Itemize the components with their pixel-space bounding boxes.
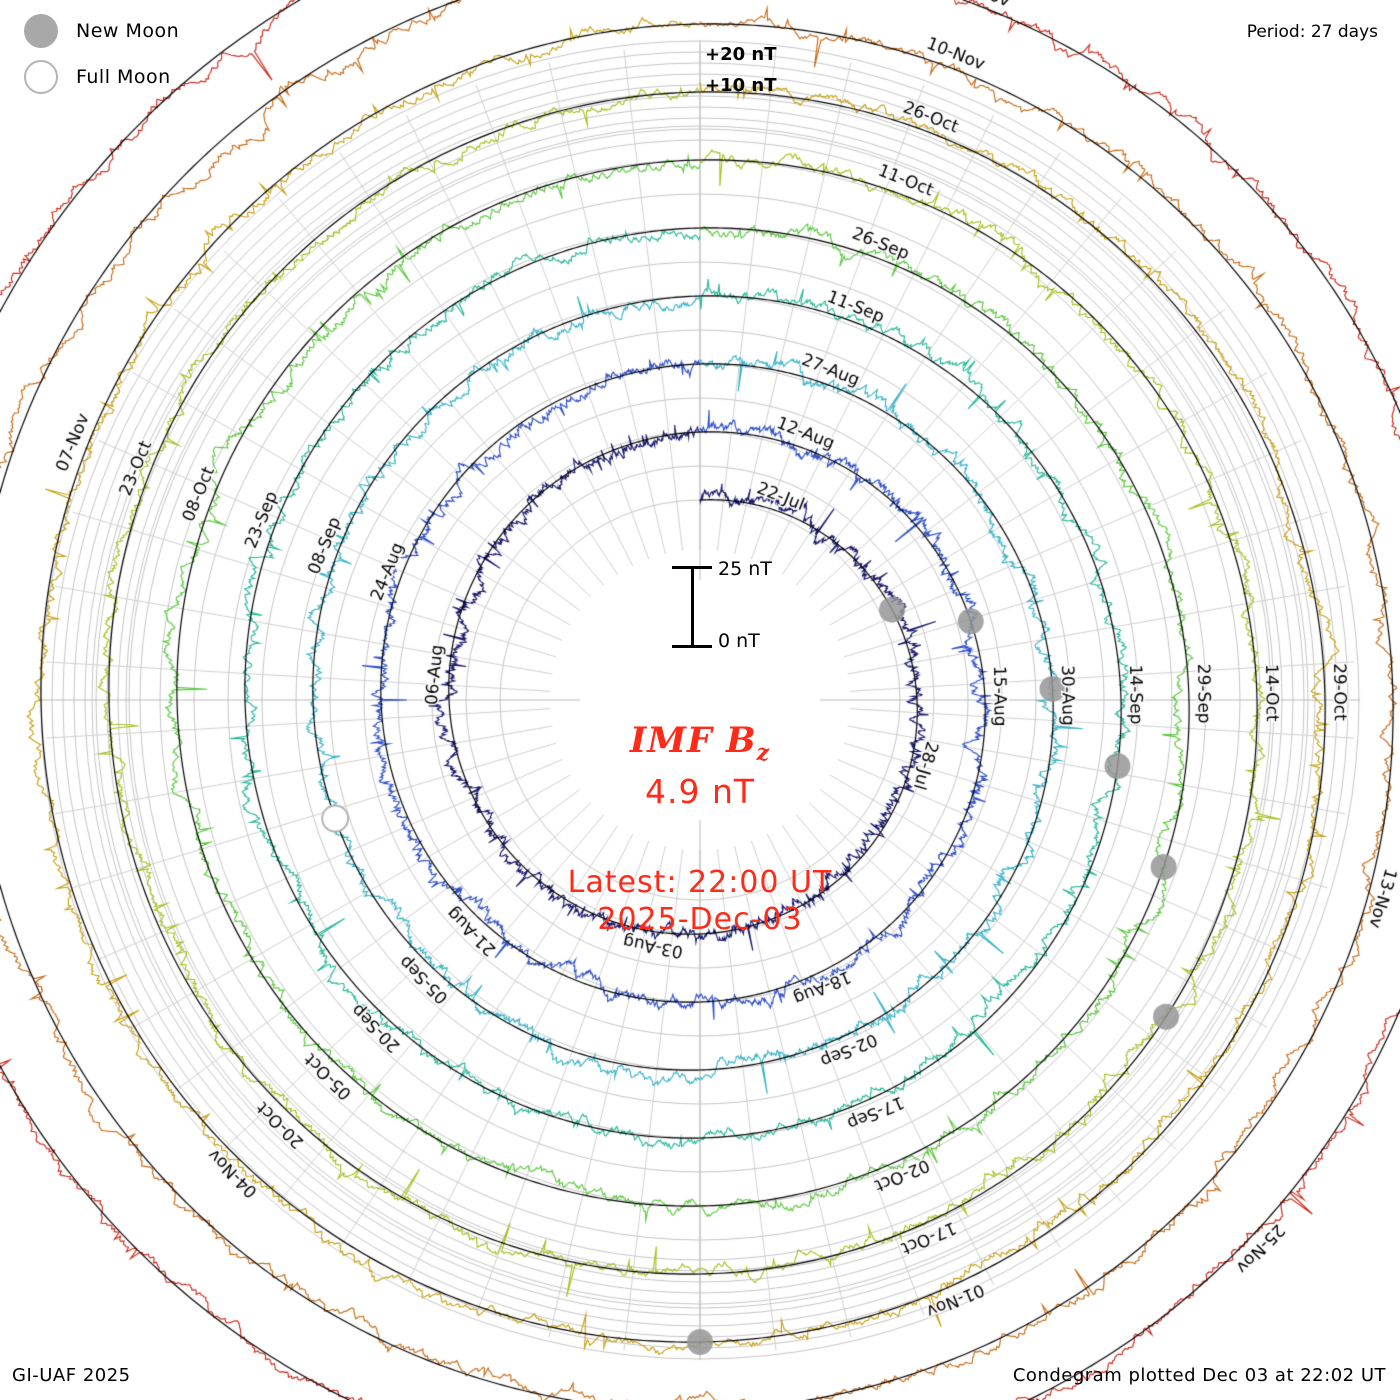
period-label: Period: 27 days — [1246, 22, 1378, 42]
scale-bar-line — [691, 566, 694, 648]
parameter-name-text: IMF B — [629, 720, 757, 761]
parameter-subscript: z — [756, 740, 771, 766]
parameter-value: 4.9 nT — [644, 772, 756, 811]
parameter-name: IMF Bz — [430, 720, 970, 766]
legend-label-full-moon: Full Moon — [76, 66, 171, 88]
full-moon-icon — [24, 60, 58, 94]
legend-label-new-moon: New Moon — [76, 20, 180, 42]
credit-label: GI-UAF 2025 — [12, 1365, 131, 1386]
scale-bar-top-label: 25 nT — [718, 558, 772, 580]
latest-date: 2025-Dec-03 — [597, 902, 803, 937]
center-readout: IMF Bz 4.9 nT Latest: 22:00 UT 2025-Dec-… — [430, 720, 970, 937]
scale-bar — [672, 566, 712, 648]
legend-item-new-moon: New Moon — [24, 8, 284, 54]
legend-item-full-moon: Full Moon — [24, 54, 284, 100]
scale-bar-tick-bottom — [672, 645, 712, 648]
scale-bar-bottom-label: 0 nT — [718, 630, 760, 652]
latest-time: Latest: 22:00 UT — [567, 865, 833, 900]
plotted-timestamp: Condegram plotted Dec 03 at 22:02 UT — [1012, 1365, 1386, 1386]
ring-label-20nt: +20 nT — [705, 44, 777, 65]
new-moon-icon — [24, 14, 58, 48]
moon-phase-legend: New Moon Full Moon — [24, 8, 284, 100]
scale-bar-tick-top — [672, 566, 712, 569]
ring-label-10nt: +10 nT — [705, 75, 777, 96]
